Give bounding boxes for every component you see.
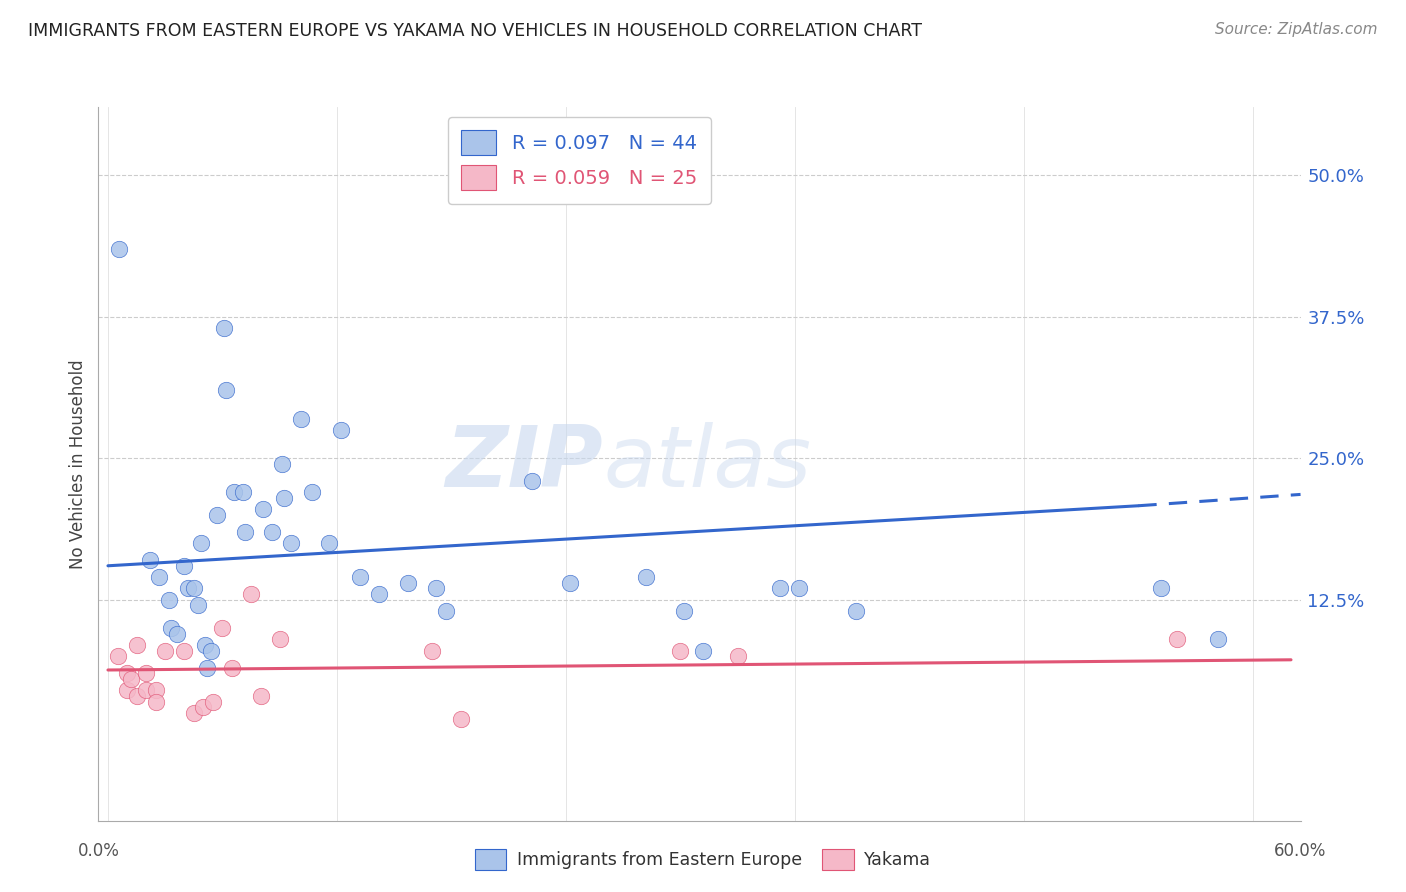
Point xyxy=(120,672,142,686)
Point xyxy=(301,485,323,500)
Text: 60.0%: 60.0% xyxy=(1274,842,1327,860)
Point xyxy=(233,524,257,539)
Point xyxy=(673,604,696,618)
Point xyxy=(145,695,167,709)
Point xyxy=(157,592,180,607)
Point xyxy=(1150,582,1173,596)
Point xyxy=(270,457,292,471)
Point xyxy=(396,575,419,590)
Point xyxy=(187,599,209,613)
Point xyxy=(194,638,217,652)
Point xyxy=(135,666,157,681)
Point xyxy=(155,644,177,658)
Text: Source: ZipAtlas.com: Source: ZipAtlas.com xyxy=(1215,22,1378,37)
Text: atlas: atlas xyxy=(603,422,811,506)
Point xyxy=(280,536,302,550)
Point xyxy=(669,644,692,658)
Point xyxy=(329,423,352,437)
Point xyxy=(148,570,170,584)
Point xyxy=(135,683,157,698)
Point xyxy=(215,383,238,397)
Point xyxy=(845,604,868,618)
Point xyxy=(422,644,444,658)
Point xyxy=(262,524,284,539)
Point xyxy=(290,411,312,425)
Point xyxy=(367,587,389,601)
Point xyxy=(205,508,228,522)
Point xyxy=(249,689,271,703)
Point xyxy=(349,570,371,584)
Point xyxy=(139,553,162,567)
Point xyxy=(273,491,295,505)
Legend: R = 0.097   N = 44, R = 0.059   N = 25: R = 0.097 N = 44, R = 0.059 N = 25 xyxy=(447,117,711,203)
Point xyxy=(318,536,340,550)
Point xyxy=(190,536,212,550)
Point xyxy=(634,570,657,584)
Point xyxy=(125,689,148,703)
Point xyxy=(1166,632,1188,647)
Point xyxy=(768,582,790,596)
Text: ZIP: ZIP xyxy=(446,422,603,506)
Point xyxy=(269,632,291,647)
Point xyxy=(115,666,138,681)
Point xyxy=(107,649,129,664)
Point xyxy=(108,242,131,256)
Point xyxy=(240,587,263,601)
Point xyxy=(201,695,224,709)
Point xyxy=(183,582,205,596)
Point xyxy=(177,582,200,596)
Point xyxy=(195,661,218,675)
Point xyxy=(222,485,245,500)
Point xyxy=(1208,632,1230,647)
Point xyxy=(692,644,714,658)
Point xyxy=(558,575,581,590)
Point xyxy=(173,644,195,658)
Point xyxy=(221,661,243,675)
Point xyxy=(425,582,447,596)
Point xyxy=(787,582,810,596)
Point xyxy=(183,706,205,720)
Point xyxy=(434,604,457,618)
Point xyxy=(166,626,188,640)
Point xyxy=(200,644,222,658)
Text: 0.0%: 0.0% xyxy=(77,842,120,860)
Point xyxy=(160,621,183,635)
Y-axis label: No Vehicles in Household: No Vehicles in Household xyxy=(69,359,87,569)
Point xyxy=(125,638,148,652)
Point xyxy=(727,649,749,664)
Point xyxy=(173,558,195,573)
Point xyxy=(145,683,167,698)
Legend: Immigrants from Eastern Europe, Yakama: Immigrants from Eastern Europe, Yakama xyxy=(467,840,939,879)
Point xyxy=(450,712,472,726)
Point xyxy=(115,683,138,698)
Point xyxy=(211,621,233,635)
Text: IMMIGRANTS FROM EASTERN EUROPE VS YAKAMA NO VEHICLES IN HOUSEHOLD CORRELATION CH: IMMIGRANTS FROM EASTERN EUROPE VS YAKAMA… xyxy=(28,22,922,40)
Point xyxy=(520,474,543,488)
Point xyxy=(232,485,254,500)
Point xyxy=(252,502,274,516)
Point xyxy=(193,700,215,714)
Point xyxy=(214,321,236,335)
